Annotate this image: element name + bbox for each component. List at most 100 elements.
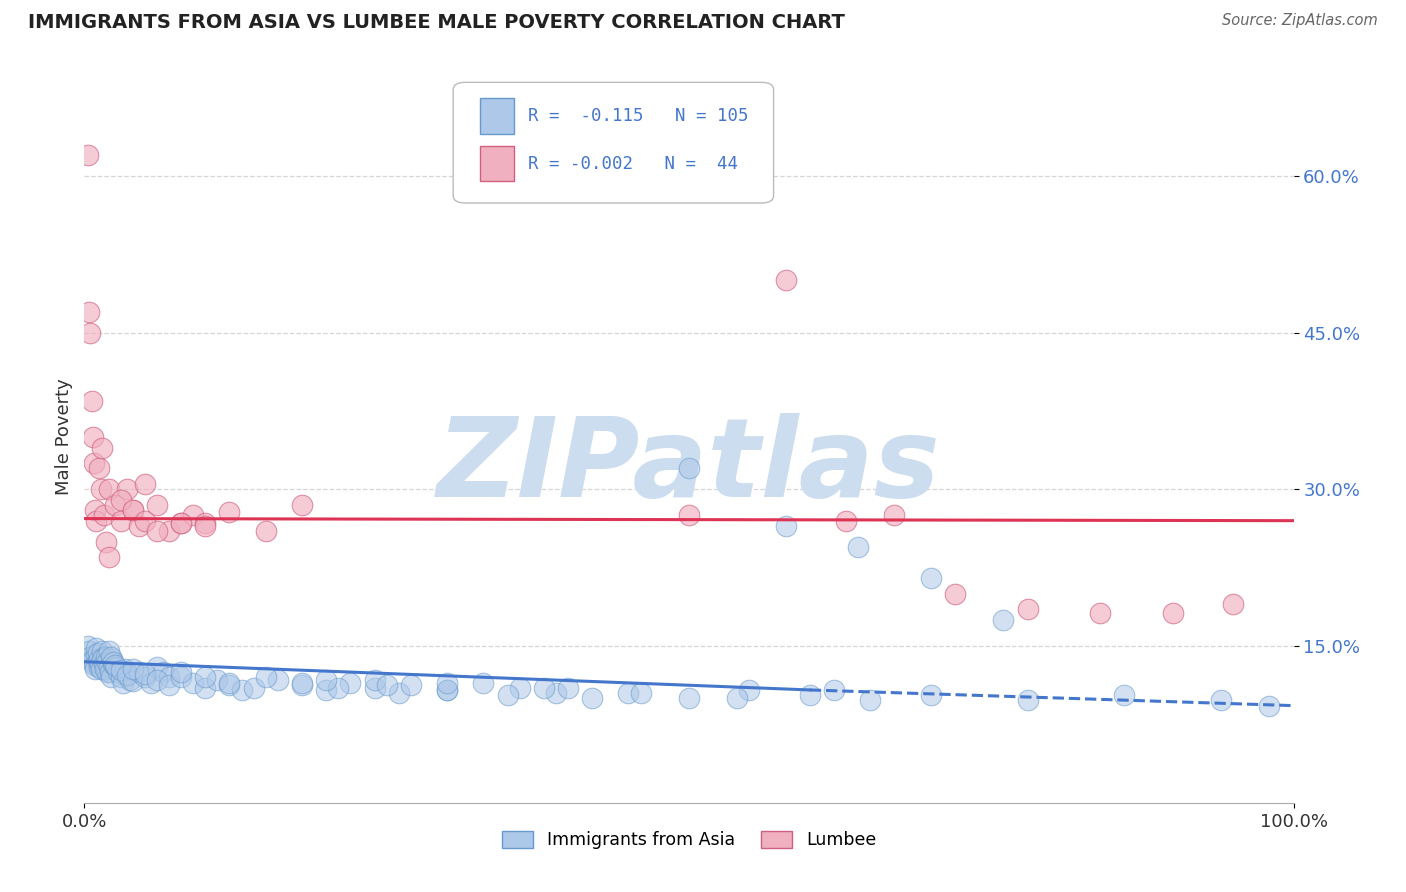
Y-axis label: Male Poverty: Male Poverty [55,379,73,495]
Point [170,516,193,530]
Point [121,503,143,517]
Point [846,540,869,554]
Point [146,524,169,538]
Point [83,657,105,672]
Point [97,644,120,658]
Point [181,508,204,523]
Point [112,675,135,690]
Point [725,691,748,706]
Point [128,665,150,680]
Point [920,688,942,702]
Point [315,682,337,697]
Point [399,678,422,692]
Point [859,693,882,707]
Point [152,665,174,680]
Point [110,663,132,677]
Point [617,686,640,700]
Point [101,651,124,665]
Point [103,655,125,669]
Point [94,534,117,549]
Point [87,651,110,665]
Point [170,516,193,530]
Point [110,670,132,684]
Point [291,678,314,692]
Point [738,682,761,697]
Point [533,681,555,695]
Point [80,393,103,408]
Point [436,675,458,690]
Point [77,304,100,318]
Text: R = -0.002   N =  44: R = -0.002 N = 44 [529,154,738,172]
Point [87,461,110,475]
Point [388,686,411,700]
Point [93,508,115,523]
Point [363,681,385,695]
Point [100,670,122,684]
Point [91,441,114,455]
Point [134,667,156,681]
Point [83,456,105,470]
Point [139,675,162,690]
Point [339,675,361,690]
Point [993,613,1015,627]
Point [146,660,169,674]
Point [678,461,700,475]
Point [82,651,104,665]
Legend: Immigrants from Asia, Lumbee: Immigrants from Asia, Lumbee [495,823,883,856]
Point [86,646,108,660]
Point [94,649,117,664]
Point [883,508,905,523]
Point [80,655,103,669]
Point [920,571,942,585]
Point [1258,698,1281,713]
Point [1017,602,1039,616]
Point [218,505,240,519]
Point [86,514,108,528]
Point [86,654,108,668]
Point [103,657,125,671]
Point [181,675,204,690]
Point [90,483,112,497]
Point [91,651,114,665]
Point [581,691,603,706]
Point [104,498,127,512]
Point [157,524,180,538]
Text: R =  -0.115   N = 105: R = -0.115 N = 105 [529,107,748,125]
Point [254,524,277,538]
Point [291,498,314,512]
Point [114,662,136,676]
Point [84,662,107,676]
Text: Source: ZipAtlas.com: Source: ZipAtlas.com [1222,13,1378,29]
Point [1017,693,1039,707]
Point [170,670,193,684]
Point [107,665,129,680]
Point [1161,606,1184,620]
Point [363,673,385,687]
Point [134,477,156,491]
Point [472,675,495,690]
Point [94,660,117,674]
Point [94,662,117,676]
Point [96,665,118,680]
Point [1114,688,1136,702]
Point [110,514,132,528]
Point [91,644,114,658]
Point [77,644,100,658]
Point [231,682,253,697]
Point [678,508,700,523]
Point [89,657,111,671]
Point [79,649,101,664]
Point [436,682,458,697]
Point [509,681,531,695]
Point [115,668,138,682]
Point [218,675,240,690]
Point [194,516,217,530]
Point [97,483,120,497]
Text: ZIPatlas: ZIPatlas [437,413,941,520]
Point [544,686,567,700]
Point [375,678,398,692]
Point [835,514,858,528]
Point [90,662,112,676]
Point [254,670,277,684]
Point [97,660,120,674]
